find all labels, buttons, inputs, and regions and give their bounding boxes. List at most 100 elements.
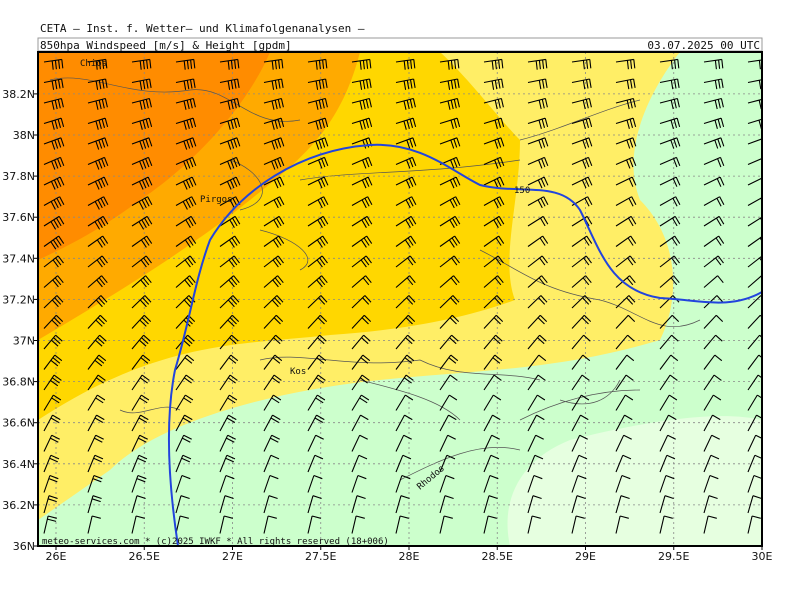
wind-barb [703,515,717,534]
wind-barb [703,354,723,370]
wind-barb [615,495,630,514]
wind-barb [219,117,241,130]
wind-barb [747,235,762,247]
wind-barb [43,255,64,268]
lon-label: 30E [752,550,773,563]
wind-barb [351,275,372,288]
wind-barb [87,78,108,90]
wind-barb [263,235,285,248]
wind-barb [659,434,676,452]
wind-barb [615,156,637,169]
wind-barb [175,414,193,432]
wind-barb [263,434,280,452]
wind-barb [483,137,505,149]
wind-barb [439,215,461,228]
wind-barb [703,474,719,493]
wind-barb [263,117,285,130]
wind-barb [703,454,720,473]
lat-label: 36.4N [2,458,35,471]
wind-barb [219,78,240,90]
wind-barb [87,354,107,370]
wind-barb [87,196,109,210]
wind-barb [219,434,236,452]
wind-barb [439,117,461,129]
wind-barb [615,235,637,247]
wind-barb [87,275,108,288]
wind-barb [43,97,64,110]
wind-barb [439,97,460,110]
wind-barb [571,374,590,391]
wind-barb [131,156,153,170]
wind-barb [395,235,417,248]
wind-barb [615,78,636,90]
lon-label: 27.5E [305,550,336,563]
wind-barb [659,454,676,473]
wind-barb [659,255,680,268]
wind-barb [483,474,499,493]
wind-barb [351,474,367,493]
wind-barb [395,434,412,452]
wind-barb [527,275,548,288]
wind-barb [175,196,197,210]
wind-barb [351,78,372,90]
wind-barb [571,454,588,473]
wind-barb [439,156,461,169]
wind-barb [615,414,633,432]
wind-barb [307,275,328,288]
wind-barb [703,374,722,391]
wind-barb [175,314,196,329]
wind-barb [307,58,328,70]
place-label: Chios [80,59,107,69]
wind-barb [87,215,109,230]
wind-barb [527,235,549,247]
wind-barb [439,235,461,248]
wind-barb [131,215,153,230]
wind-barb [351,434,368,452]
wind-barb [351,196,373,209]
wind-barb [483,354,503,370]
wind-barb [175,474,191,493]
wind-barb [527,454,544,473]
wind-barb [307,434,324,452]
wind-barb [483,515,497,534]
wind-barb [703,137,725,149]
wind-barb [703,117,725,129]
wind-barb [439,78,460,90]
wind-barb [571,156,593,169]
wind-barb [307,156,329,169]
wind-barb [395,117,417,130]
wind-barb [747,334,762,350]
wind-barb [483,454,500,473]
lat-label: 37N [13,335,35,348]
wind-barb [219,156,241,170]
wind-barb [351,137,373,149]
wind-barb [307,137,329,150]
wind-barb [219,176,241,190]
wind-barb [351,215,373,228]
wind-barb [747,495,762,514]
wind-barb [43,314,64,329]
wind-barb [263,314,284,329]
wind-barb [263,414,281,432]
wind-barb [43,515,57,534]
wind-barb [307,495,322,514]
lat-label: 37.2N [2,293,35,306]
wind-barb [483,394,502,411]
wind-barb [527,394,546,411]
wind-barb [43,295,64,309]
wind-barb [483,97,504,110]
wind-barb [219,354,239,370]
wind-barb [395,454,412,473]
wind-barb [175,255,196,268]
wind-barb [703,414,721,432]
wind-barb [703,314,724,329]
wind-barb [175,58,196,70]
wind-barb [395,275,416,288]
wind-barb [351,255,372,268]
wind-barb [527,334,547,350]
wind-barb [43,176,65,190]
wind-barb [43,495,58,514]
wind-barb [747,98,762,110]
wind-barb [175,117,197,130]
contour-label: 150 [514,186,530,196]
